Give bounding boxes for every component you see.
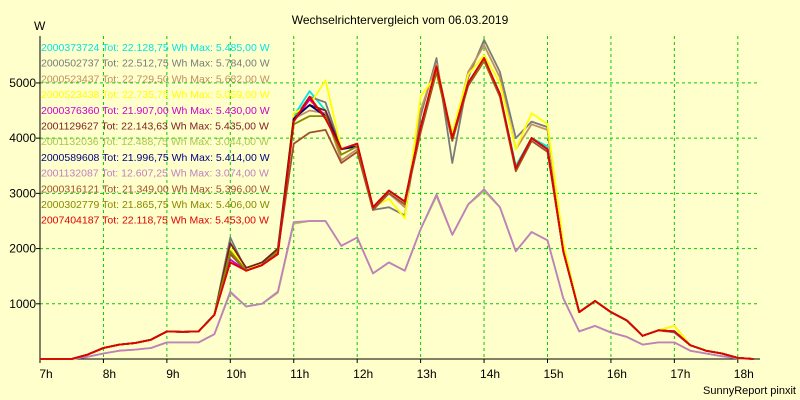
x-tick-label: 15h xyxy=(543,367,563,381)
legend-entry-1: 2000373724 Tot: 22.128,75 Wh Max: 5.485,… xyxy=(41,42,270,54)
chart-title: Wechselrichtervergleich vom 06.03.2019 xyxy=(292,13,509,27)
legend-entry-3: 2000523437 Tot: 22.729,50 Wh Max: 5.682,… xyxy=(41,73,270,85)
y-tick-label: 4000 xyxy=(9,131,36,145)
x-tick-label: 17h xyxy=(670,367,690,381)
y-tick-labels: 1000 2000 3000 4000 5000 xyxy=(9,76,36,311)
x-tick-label: 14h xyxy=(480,367,500,381)
legend-entry-9: 2001132087 Tot: 12.607,25 Wh Max: 3.074,… xyxy=(41,168,269,180)
x-tick-label: 7h xyxy=(39,367,52,381)
legend-entry-6: 2001129627 Tot: 22.143,63 Wh Max: 5.435,… xyxy=(41,121,269,133)
x-tick-label: 11h xyxy=(290,367,309,381)
legend-entry-10: 2000316121 Tot: 21.349,00 Wh Max: 5.396,… xyxy=(41,183,270,195)
x-tick-label: 10h xyxy=(226,367,246,381)
x-tick-label: 8h xyxy=(103,367,116,381)
legend-entry-5: 2000376360 Tot: 21.907,00 Wh Max: 5.430,… xyxy=(41,105,270,117)
y-tick-label: 1000 xyxy=(9,297,36,311)
footer-credit: SunnyReport pinxit xyxy=(703,385,796,397)
legend-entry-4: 2000523438 Tot: 22.735,75 Wh Max: 5.059,… xyxy=(41,89,270,101)
legend-entry-11: 2000302779 Tot: 21.865,75 Wh Max: 5.406,… xyxy=(41,199,270,211)
series-line-12 xyxy=(40,57,754,360)
legend: 2000373724 Tot: 22.128,75 Wh Max: 5.485,… xyxy=(41,42,270,227)
y-axis-unit-label: W xyxy=(34,19,46,33)
x-tick-labels: 7h 8h 9h 10h 11h 12h 13h 14h 15h 16h 17h 18h xyxy=(39,367,753,381)
series-line-9 xyxy=(40,188,754,360)
x-tick-label: 16h xyxy=(607,367,627,381)
x-tick-label: 13h xyxy=(417,367,437,381)
x-tick-label: 9h xyxy=(166,367,179,381)
legend-entry-7: 2001132036 Tot: 12.488,75 Wh Max: 3.044,… xyxy=(41,136,269,148)
legend-entry-12: 2007404187 Tot: 22.118,75 Wh Max: 5.453,… xyxy=(41,215,269,227)
x-tick-label: 12h xyxy=(353,367,373,381)
x-tick-label: 18h xyxy=(734,367,754,381)
y-tick-label: 5000 xyxy=(9,76,36,90)
y-tick-label: 2000 xyxy=(9,242,36,256)
legend-entry-8: 2000589608 Tot: 21.996,75 Wh Max: 5.414,… xyxy=(41,152,270,164)
series-layer xyxy=(40,39,754,360)
grid xyxy=(40,36,760,359)
y-tick-label: 3000 xyxy=(9,186,36,200)
legend-entry-2: 2000502737 Tot: 22.512,75 Wh Max: 5.784,… xyxy=(41,58,270,70)
